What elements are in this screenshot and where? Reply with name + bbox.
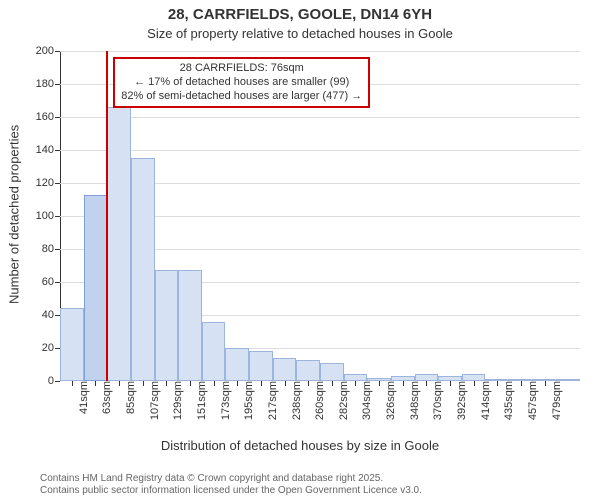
- xtick-mark: [214, 381, 215, 386]
- xtick-label: 326sqm: [383, 381, 397, 420]
- histogram-chart: 28, CARRFIELDS, GOOLE, DN14 6YH Size of …: [0, 0, 600, 500]
- xtick-label: 282sqm: [336, 381, 350, 420]
- xtick-mark: [143, 381, 144, 386]
- xtick-label: 63sqm: [99, 381, 113, 414]
- xtick-label: 41sqm: [76, 381, 90, 414]
- xtick-label: 392sqm: [454, 381, 468, 420]
- xtick-label: 479sqm: [549, 381, 563, 420]
- xtick-label: 195sqm: [241, 381, 255, 420]
- xtick-label: 238sqm: [289, 381, 303, 420]
- histogram-bar: [344, 374, 368, 381]
- footer-attribution: Contains HM Land Registry data © Crown c…: [40, 473, 422, 497]
- gridline: [60, 51, 580, 52]
- xtick-label: 107sqm: [147, 381, 161, 420]
- histogram-bar: [249, 351, 273, 381]
- histogram-bar: [273, 358, 297, 381]
- histogram-bar: [107, 107, 131, 381]
- xtick-label: 129sqm: [170, 381, 184, 420]
- xtick-mark: [474, 381, 475, 386]
- ytick-label: 80: [42, 243, 60, 255]
- xtick-mark: [285, 381, 286, 386]
- ytick-label: 60: [42, 276, 60, 288]
- xtick-label: 173sqm: [218, 381, 232, 420]
- ytick-label: 20: [42, 342, 60, 354]
- xtick-label: 85sqm: [123, 381, 137, 414]
- histogram-bar: [155, 270, 179, 381]
- ytick-label: 140: [36, 144, 60, 156]
- annotation-line: 82% of semi-detached houses are larger (…: [121, 90, 362, 104]
- histogram-bar: [296, 360, 320, 381]
- xtick-mark: [403, 381, 404, 386]
- chart-title: 28, CARRFIELDS, GOOLE, DN14 6YH: [0, 6, 600, 23]
- xtick-mark: [190, 381, 191, 386]
- ytick-label: 0: [48, 375, 60, 387]
- histogram-bar: [131, 158, 155, 381]
- xtick-mark: [119, 381, 120, 386]
- gridline: [60, 150, 580, 151]
- chart-subtitle: Size of property relative to detached ho…: [0, 26, 600, 41]
- annotation-box: 28 CARRFIELDS: 76sqm← 17% of detached ho…: [113, 57, 370, 108]
- xtick-label: 370sqm: [430, 381, 444, 420]
- y-axis-label: Number of detached properties: [7, 125, 22, 304]
- xtick-mark: [72, 381, 73, 386]
- histogram-bar: [462, 374, 486, 381]
- plot-area: 02040608010012014016018020041sqm63sqm85s…: [60, 50, 580, 381]
- xtick-label: 217sqm: [265, 381, 279, 420]
- ytick-label: 100: [36, 210, 60, 222]
- xtick-mark: [166, 381, 167, 386]
- histogram-bar: [320, 363, 344, 381]
- ytick-label: 200: [36, 45, 60, 57]
- xtick-label: 435sqm: [501, 381, 515, 420]
- xtick-mark: [497, 381, 498, 386]
- xtick-mark: [521, 381, 522, 386]
- xtick-mark: [237, 381, 238, 386]
- xtick-mark: [545, 381, 546, 386]
- xtick-mark: [95, 381, 96, 386]
- xtick-label: 414sqm: [478, 381, 492, 420]
- ytick-label: 40: [42, 309, 60, 321]
- histogram-bar: [415, 374, 439, 381]
- xtick-mark: [332, 381, 333, 386]
- xtick-mark: [355, 381, 356, 386]
- xtick-label: 304sqm: [359, 381, 373, 420]
- histogram-bar: [202, 322, 226, 381]
- gridline: [60, 117, 580, 118]
- footer-line-1: Contains HM Land Registry data © Crown c…: [40, 473, 422, 485]
- xtick-label: 348sqm: [407, 381, 421, 420]
- xtick-label: 457sqm: [525, 381, 539, 420]
- xtick-mark: [426, 381, 427, 386]
- xtick-label: 151sqm: [194, 381, 208, 420]
- marker-line: [106, 51, 108, 381]
- ytick-label: 120: [36, 177, 60, 189]
- ytick-label: 180: [36, 78, 60, 90]
- ytick-label: 160: [36, 111, 60, 123]
- xtick-mark: [261, 381, 262, 386]
- footer-line-2: Contains public sector information licen…: [40, 485, 422, 497]
- annotation-line: 28 CARRFIELDS: 76sqm: [121, 62, 362, 76]
- annotation-line: ← 17% of detached houses are smaller (99…: [121, 76, 362, 90]
- histogram-bar: [225, 348, 249, 381]
- xtick-mark: [379, 381, 380, 386]
- histogram-bar: [178, 270, 202, 381]
- xtick-label: 260sqm: [312, 381, 326, 420]
- x-axis-label: Distribution of detached houses by size …: [0, 438, 600, 453]
- xtick-mark: [308, 381, 309, 386]
- xtick-mark: [450, 381, 451, 386]
- histogram-bar-highlight: [84, 195, 108, 381]
- histogram-bar: [60, 308, 84, 381]
